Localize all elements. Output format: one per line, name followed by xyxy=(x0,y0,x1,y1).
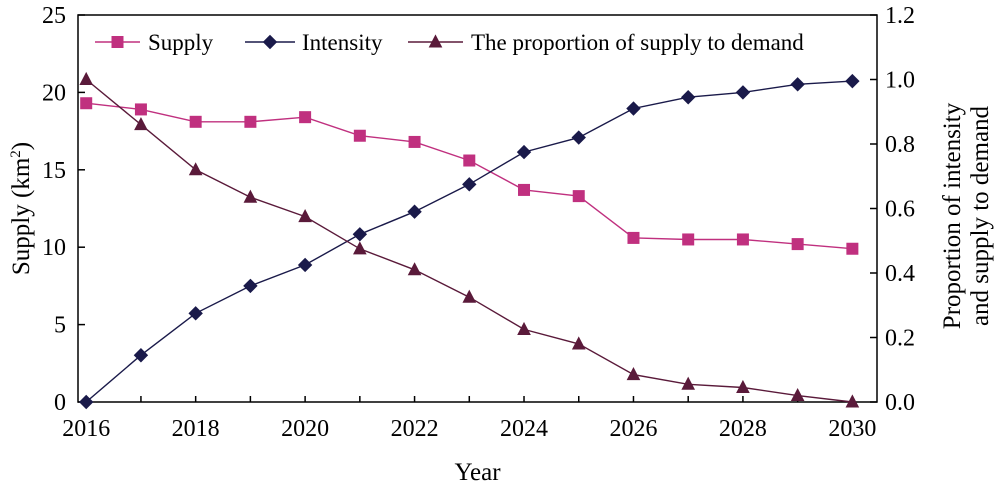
left-y-tick-label: 25 xyxy=(42,3,66,29)
left-y-tick-label: 5 xyxy=(54,313,66,339)
right-y-axis-title-line2: and supply to demand xyxy=(967,105,994,326)
left-y-tick-label: 15 xyxy=(42,158,66,184)
data-point xyxy=(408,135,421,148)
data-point xyxy=(189,115,202,128)
left-y-tick-label: 20 xyxy=(42,80,66,106)
data-point xyxy=(407,262,422,276)
right-y-axis-title-line1: Proportion of intensity xyxy=(939,102,966,329)
data-point xyxy=(298,208,312,223)
series-diamond xyxy=(79,73,860,410)
data-point xyxy=(243,189,258,203)
right-y-axis-title: Proportion of intensityand supply to dem… xyxy=(939,102,994,329)
data-point xyxy=(572,190,585,203)
data-point xyxy=(353,129,366,142)
right-y-tick-label: 0.6 xyxy=(885,197,915,223)
left-y-axis-title-main: Supply (km xyxy=(8,157,35,275)
left-y-tick-label: 10 xyxy=(42,235,66,261)
x-tick-label: 2028 xyxy=(719,416,767,442)
data-point xyxy=(516,144,532,160)
chart-legend: Supply Intensity The proportion of supply … xyxy=(95,30,804,55)
x-tick-label: 2024 xyxy=(500,416,548,442)
data-point xyxy=(133,348,149,363)
data-point xyxy=(571,336,586,350)
x-tick-label: 2016 xyxy=(62,416,110,442)
data-point xyxy=(790,77,805,92)
legend-label: The proportion of supply to demand xyxy=(471,30,804,55)
data-point xyxy=(463,154,476,167)
legend-marker xyxy=(111,36,124,48)
data-point xyxy=(682,233,695,246)
left-y-axis-title-sup: 2 xyxy=(8,150,24,158)
chart-axis-titles: Year Supply (km2) Proportion of intensitya… xyxy=(8,102,994,486)
data-point xyxy=(79,71,94,85)
data-point xyxy=(791,238,804,251)
right-y-tick-label: 0.2 xyxy=(885,326,915,352)
right-y-tick-label: 1.2 xyxy=(885,3,915,29)
x-axis-title: Year xyxy=(454,459,501,486)
chart-ticks: 0 5 10 15 20 25 0.0 0.2 0.4 0.6 0.8 1.0 1.2 2016 2018 2… xyxy=(42,3,915,442)
data-point xyxy=(626,101,641,116)
x-tick-label: 2030 xyxy=(828,416,876,442)
data-point xyxy=(626,367,641,381)
data-point xyxy=(790,387,805,402)
legend-label: Intensity xyxy=(302,30,383,55)
right-y-tick-label: 0.4 xyxy=(885,261,915,287)
chart-series xyxy=(79,71,860,410)
x-tick-label: 2022 xyxy=(391,416,439,442)
x-tick-label: 2020 xyxy=(281,416,329,442)
right-y-tick-label: 0.0 xyxy=(885,390,915,416)
data-point xyxy=(80,97,93,110)
data-point xyxy=(299,111,312,124)
left-y-axis-title-end: ) xyxy=(8,142,35,150)
data-point xyxy=(352,227,368,242)
legend-marker xyxy=(262,34,278,50)
data-point xyxy=(680,90,696,105)
data-point xyxy=(627,231,640,244)
left-y-tick-label: 0 xyxy=(54,390,66,416)
data-point xyxy=(134,117,148,131)
legend-marker xyxy=(428,34,443,48)
data-point xyxy=(297,257,313,273)
data-point xyxy=(736,379,750,393)
data-point xyxy=(517,321,531,335)
data-point xyxy=(188,306,203,321)
data-point xyxy=(681,376,696,390)
legend-item: The proportion of supply to demand xyxy=(408,30,804,55)
right-y-tick-label: 0.8 xyxy=(885,132,915,158)
data-point xyxy=(845,394,860,408)
data-point xyxy=(518,183,531,196)
data-point xyxy=(462,177,477,192)
data-point xyxy=(407,204,422,219)
data-point xyxy=(79,394,94,410)
data-point xyxy=(134,103,147,116)
x-tick-label: 2026 xyxy=(609,416,657,442)
legend-item: Intensity xyxy=(245,30,383,55)
left-y-axis-title: Supply (km2) xyxy=(8,142,35,275)
data-point xyxy=(571,130,586,145)
right-y-tick-label: 1.0 xyxy=(885,68,915,94)
legend-item: Supply xyxy=(95,30,214,55)
x-tick-label: 2018 xyxy=(172,416,220,442)
data-point xyxy=(243,278,258,294)
data-point xyxy=(188,162,203,176)
data-point xyxy=(845,73,860,89)
series-square xyxy=(80,97,859,255)
data-point xyxy=(735,85,751,100)
chart-axes xyxy=(77,14,878,403)
data-point xyxy=(736,233,749,246)
data-point xyxy=(846,242,859,255)
legend-label: Supply xyxy=(148,30,214,55)
data-point xyxy=(244,115,257,128)
series-triangle xyxy=(79,71,860,408)
data-point xyxy=(353,241,367,255)
plot-frame xyxy=(77,14,878,403)
data-point xyxy=(462,289,477,303)
